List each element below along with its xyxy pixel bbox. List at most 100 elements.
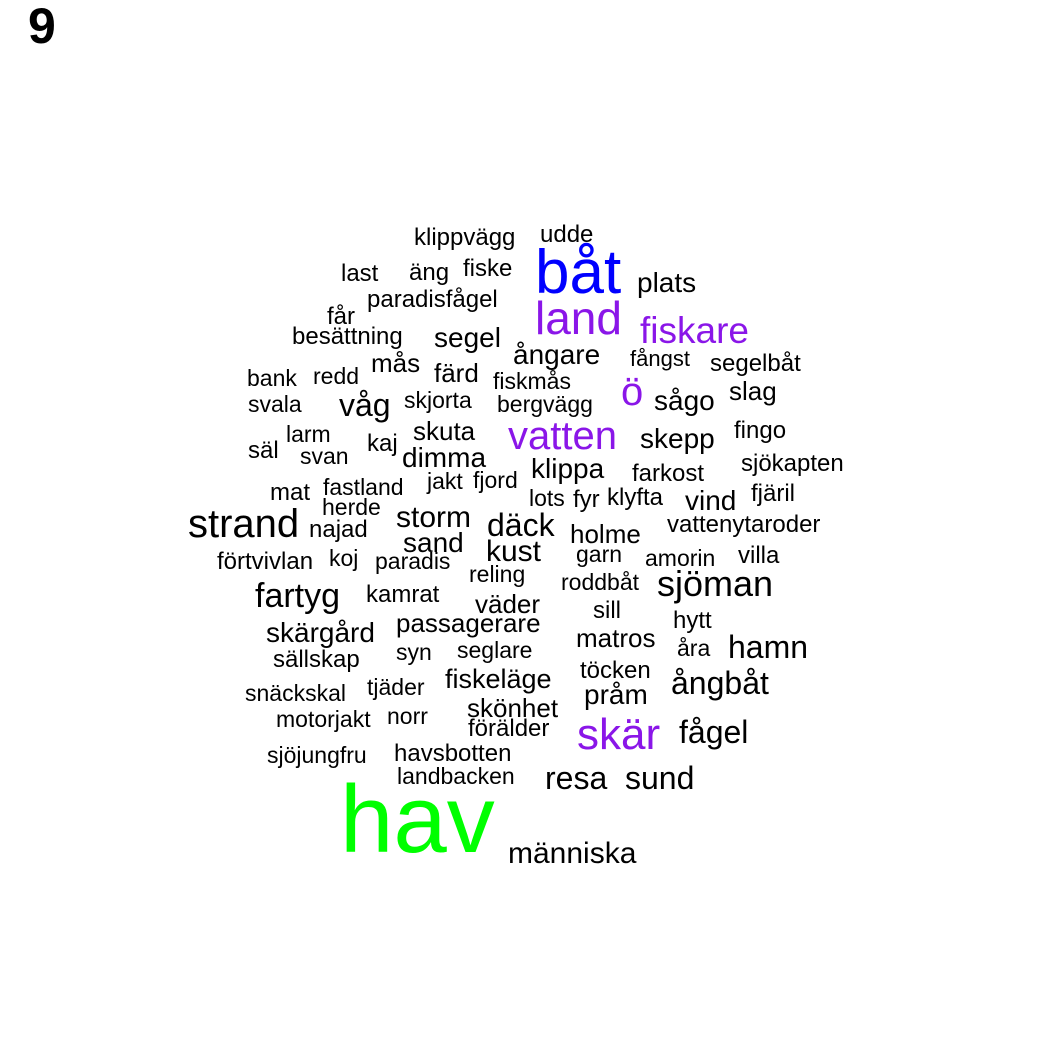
word-bat: båt: [535, 238, 622, 308]
word-skar: skär: [577, 710, 661, 760]
word-kamrat: kamrat: [366, 581, 440, 609]
word-sill: sill: [593, 597, 621, 625]
word-matros: matros: [576, 622, 656, 653]
word-besattning: besättning: [292, 323, 403, 351]
word-segel: segel: [434, 321, 501, 353]
word-dack: däck: [487, 507, 555, 544]
word-fard: färd: [434, 357, 479, 388]
word-najad: najad: [309, 516, 368, 544]
word-tocken: töcken: [580, 657, 651, 685]
word-fiskare: fiskare: [640, 309, 749, 351]
word-far: får: [327, 303, 356, 331]
word-villa: villa: [738, 542, 780, 570]
word-havsbotten: havsbotten: [394, 740, 512, 768]
word-fiskmas: fiskmås: [493, 368, 571, 395]
word-landbacken: landbacken: [397, 763, 515, 790]
word-svan: svan: [300, 443, 349, 470]
word-seglare: seglare: [457, 637, 533, 664]
word-hytt: hytt: [673, 607, 712, 635]
word-snackskal: snäckskal: [245, 680, 346, 707]
word-bergvagg: bergvägg: [497, 391, 593, 418]
word-sago: sågo: [654, 384, 715, 416]
word-koj: koj: [329, 545, 359, 572]
word-fingo: fingo: [734, 417, 787, 445]
word-bank: bank: [247, 365, 297, 392]
word-angbat: ångbåt: [671, 665, 769, 702]
word-fyr: fyr: [573, 486, 600, 514]
word-skepp: skepp: [640, 422, 715, 454]
word-fastland: fastland: [323, 474, 404, 501]
word-mat: mat: [270, 479, 311, 507]
word-hav: hav: [340, 765, 495, 873]
word-vag: våg: [339, 387, 391, 424]
word-vader: väder: [475, 588, 541, 619]
word-lots: lots: [529, 485, 565, 512]
word-strand: strand: [188, 502, 300, 546]
word-pram: pråm: [584, 678, 648, 710]
word-resa: resa: [545, 760, 608, 797]
word-garn: garn: [576, 541, 623, 568]
word-angare: ångare: [513, 338, 601, 370]
word-last: last: [341, 260, 379, 288]
word-fjaril: fjäril: [751, 480, 796, 508]
word-klippa: klippa: [531, 452, 605, 484]
word-storm: storm: [396, 501, 471, 534]
word-hamn: hamn: [728, 629, 809, 666]
word-plats: plats: [637, 266, 697, 298]
word-roddbat: roddbåt: [561, 569, 640, 596]
word-land: land: [535, 291, 622, 344]
word-skjorta: skjorta: [404, 387, 472, 414]
word-dimma: dimma: [402, 441, 487, 473]
word-sund: sund: [625, 760, 695, 797]
word-manniska: människa: [508, 837, 637, 870]
word-sand: sand: [403, 526, 464, 558]
word-vatten: vatten: [508, 414, 617, 458]
word-svala: svala: [248, 391, 302, 418]
word-ara: åra: [677, 635, 711, 662]
word-slag: slag: [729, 375, 777, 406]
word-kust: kust: [486, 535, 542, 568]
word-fangst: fångst: [630, 346, 690, 372]
word-vattenytaroder: vattenytaroder: [667, 511, 821, 539]
word-klippvagg: klippvägg: [414, 224, 516, 252]
word-norr: norr: [387, 703, 428, 730]
word-larm: larm: [286, 421, 331, 448]
word-fiske: fiske: [463, 255, 513, 283]
word-sjojungfru: sjöjungfru: [267, 742, 367, 769]
word-o: ö: [621, 370, 644, 414]
word-paradis: paradis: [375, 548, 451, 575]
word-fjord: fjord: [473, 467, 518, 494]
word-sal: säl: [248, 437, 279, 465]
word-ang: äng: [409, 259, 450, 287]
word-amorin: amorin: [645, 545, 716, 572]
word-reling: reling: [469, 561, 526, 588]
word-sallskap: sällskap: [273, 646, 360, 674]
word-herde: herde: [322, 494, 381, 521]
word-foralder: förälder: [468, 715, 550, 743]
panel-number: 9: [28, 0, 56, 54]
word-paradisfagel: paradisfågel: [367, 286, 498, 314]
word-skuta: skuta: [413, 415, 476, 446]
word-fiskelage: fiskeläge: [445, 663, 552, 694]
word-klyfta: klyfta: [607, 484, 664, 512]
word-mas: mås: [371, 347, 421, 378]
word-motorjakt: motorjakt: [276, 706, 371, 733]
word-udde: udde: [540, 221, 594, 249]
word-farkost: farkost: [632, 460, 705, 488]
word-vind: vind: [685, 484, 737, 516]
word-skargard: skärgård: [266, 616, 375, 648]
word-tjader: tjäder: [367, 674, 425, 701]
word-redd: redd: [313, 363, 360, 390]
word-fortvivlan: förtvivlan: [217, 548, 314, 576]
word-sjoman: sjöman: [657, 562, 774, 604]
word-segelbat: segelbåt: [710, 350, 801, 378]
word-fartyg: fartyg: [255, 577, 341, 616]
word-fagel: fågel: [679, 714, 749, 751]
word-holme: holme: [570, 518, 641, 549]
word-skonhet: skönhet: [467, 692, 559, 723]
word-kaj: kaj: [367, 430, 398, 458]
word-sjokapten: sjökapten: [741, 450, 844, 478]
word-jakt: jakt: [427, 468, 463, 495]
word-passagerare: passagerare: [396, 607, 541, 638]
